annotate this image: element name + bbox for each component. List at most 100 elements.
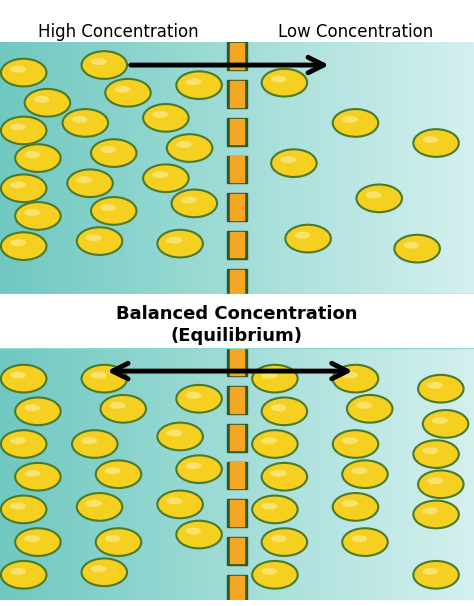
Bar [322,42,324,294]
Bar [401,348,403,600]
Bar [210,348,212,600]
Bar [190,348,191,600]
Bar [101,348,103,600]
Bar [43,42,45,294]
Bar [354,42,356,294]
Bar [314,42,317,294]
Bar [100,42,101,294]
Bar [449,348,451,600]
Bar [417,42,419,294]
Bar [270,42,272,294]
Ellipse shape [422,507,438,514]
Ellipse shape [10,124,26,130]
Ellipse shape [86,500,102,507]
Bar [270,348,272,600]
Bar [471,348,473,600]
Bar [356,348,357,600]
Bar [383,42,384,294]
Ellipse shape [342,461,388,488]
Bar [265,42,267,294]
Bar [428,348,430,600]
Ellipse shape [418,470,464,498]
Ellipse shape [24,470,40,477]
Bar [228,42,229,294]
Bar [60,348,62,600]
Bar [265,348,267,600]
Bar [185,348,187,600]
Ellipse shape [342,437,358,444]
Bar [230,387,244,413]
Bar [409,42,411,294]
Ellipse shape [252,430,298,458]
Bar [384,348,386,600]
Bar [397,348,399,600]
Bar [468,42,470,294]
Bar [134,348,137,600]
Bar [104,348,106,600]
Bar [237,42,239,294]
Bar [9,42,11,294]
Ellipse shape [24,404,40,411]
Bar [98,348,100,600]
Bar [229,42,231,294]
Bar [310,348,312,600]
Bar [283,42,285,294]
Bar [381,348,383,600]
Ellipse shape [271,404,287,411]
Bar [458,42,460,294]
Ellipse shape [413,129,459,157]
Bar [76,348,78,600]
Bar [288,348,290,600]
Ellipse shape [157,230,203,258]
Bar [125,348,127,600]
Bar [404,42,407,294]
Bar [18,348,19,600]
Bar [41,348,43,600]
Bar [300,348,302,600]
Ellipse shape [91,139,137,167]
Bar [19,42,21,294]
Bar [246,42,248,294]
Bar [250,42,252,294]
Bar [204,42,206,294]
Ellipse shape [1,430,46,458]
Bar [439,42,441,294]
Ellipse shape [166,237,182,244]
Bar [199,42,201,294]
Bar [417,348,419,600]
Bar [253,348,255,600]
Ellipse shape [423,410,468,438]
Bar [180,348,182,600]
Bar [341,348,343,600]
Bar [379,348,381,600]
Ellipse shape [1,59,46,87]
Bar [231,42,233,294]
Bar [468,348,470,600]
Ellipse shape [418,375,464,402]
Bar [321,348,323,600]
Bar [108,348,109,600]
Bar [93,42,95,294]
Bar [198,42,200,294]
Bar [292,348,294,600]
Bar [343,348,345,600]
Bar [389,348,391,600]
Bar [269,42,271,294]
Bar [256,348,258,600]
Bar [223,348,225,600]
Bar [458,348,460,600]
Bar [166,42,168,294]
Bar [230,538,244,564]
Bar [95,42,97,294]
Bar [68,348,70,600]
Bar [221,42,223,294]
Bar [308,348,310,600]
Bar [194,42,196,294]
Bar [456,42,459,294]
Bar [213,42,215,294]
Ellipse shape [262,69,307,96]
Bar [57,348,59,600]
Bar [251,42,253,294]
Bar [87,348,89,600]
Bar [460,42,462,294]
